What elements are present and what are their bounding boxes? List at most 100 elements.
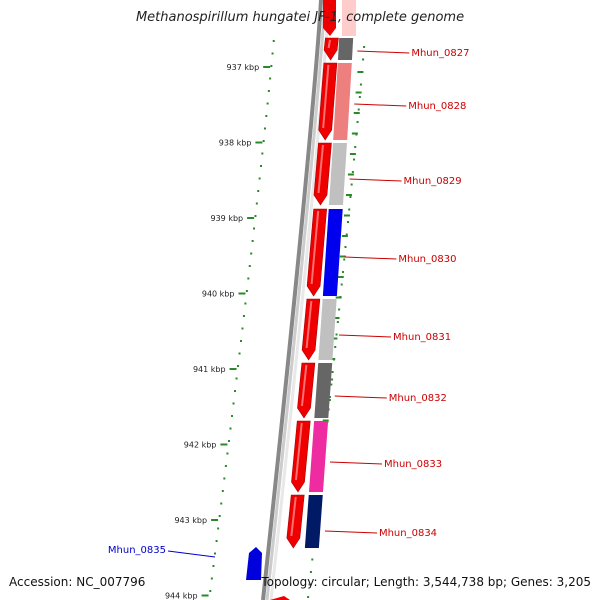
gene-label[interactable]: Mhun_0827: [411, 48, 469, 59]
gene-arrow-highlight: [290, 496, 297, 537]
tick-dot: [244, 302, 247, 305]
tick-dot: [248, 265, 251, 267]
tick-dot: [311, 558, 314, 561]
cog-color-block[interactable]: [333, 63, 352, 140]
tick-dot: [214, 552, 216, 555]
tick-dot: [227, 440, 230, 442]
gene-labels-layer: Mhun_0827 Mhun_0828 Mhun_0829 Mhun_0830 Mhun…: [108, 48, 469, 558]
tick-dot: [261, 152, 264, 155]
tick-dot: [350, 183, 353, 186]
tick-dot: [357, 108, 360, 111]
tick-dot: [270, 65, 273, 67]
cog-color-block[interactable]: [337, 38, 354, 60]
cog-layer: [304, 0, 356, 548]
tick-dot: [237, 365, 240, 367]
tick-dot: [221, 490, 224, 492]
tick-dot: [234, 390, 237, 392]
tick-dot: [346, 221, 349, 223]
tick-dot: [231, 415, 234, 417]
tick-dot: [353, 158, 356, 161]
tick-dot: [220, 502, 223, 505]
gene-label[interactable]: Mhun_0830: [398, 254, 456, 265]
tick-dot: [307, 596, 310, 598]
tick-dot: [258, 177, 261, 180]
tick-dot: [340, 283, 343, 286]
tick-dot: [250, 252, 253, 255]
gene-label-connector: [357, 50, 410, 54]
gene-label[interactable]: Mhun_0834: [379, 528, 437, 539]
tick-dot: [218, 515, 221, 517]
tick-dot: [348, 208, 351, 211]
tick-dot: [209, 590, 212, 592]
kbp-tick-label: 944 kbp: [165, 592, 198, 600]
gene-arrow-highlight: [322, 64, 330, 129]
gene-label[interactable]: Mhun_0833: [384, 459, 442, 470]
gene-label[interactable]: Mhun_0828: [408, 101, 466, 112]
gene-label[interactable]: Mhun_0835: [108, 545, 166, 556]
tick-dot: [338, 308, 341, 311]
kbp-tick-label: 937 kbp: [227, 63, 260, 72]
kbp-tick-label: 941 kbp: [193, 365, 226, 374]
cog-color-block[interactable]: [328, 143, 347, 205]
tick-dot: [334, 346, 337, 348]
tick-dot: [247, 277, 250, 280]
cog-color-block[interactable]: [304, 495, 323, 548]
gene-arrow-highlight: [317, 144, 324, 194]
tick-dot: [251, 240, 254, 242]
tick-dot: [259, 165, 262, 167]
tick-dot: [265, 115, 268, 117]
tick-dot: [241, 327, 244, 330]
tick-dot: [262, 140, 265, 142]
gene-arrow-forward[interactable]: [270, 596, 290, 600]
tick-dot: [358, 96, 361, 98]
gene-label[interactable]: Mhun_0832: [389, 393, 447, 404]
gene-arrow-highlight: [294, 422, 303, 481]
tick-dot: [269, 77, 272, 80]
gene-label[interactable]: Mhun_0829: [404, 176, 462, 187]
gene-arrow-forward[interactable]: [323, 0, 336, 36]
cog-color-block[interactable]: [308, 421, 329, 492]
genes-layer: [246, 0, 339, 600]
tick-dot: [335, 333, 338, 336]
gene-arrow-highlight: [327, 39, 331, 49]
cog-color-block[interactable]: [322, 209, 343, 296]
cog-color-block[interactable]: [318, 299, 337, 360]
tick-dot: [245, 290, 248, 292]
tick-dot: [328, 396, 331, 398]
tick-dot: [226, 452, 229, 455]
tick-dot: [309, 571, 312, 573]
tick-dot: [349, 196, 352, 198]
gene-label-connector: [354, 103, 407, 107]
gene-label[interactable]: Mhun_0831: [393, 332, 451, 343]
kbp-tick-label: 938 kbp: [219, 139, 252, 148]
tick-dot: [354, 146, 357, 148]
kbp-tick-label: 942 kbp: [184, 441, 217, 450]
gene-label-connector: [334, 395, 387, 399]
tick-dot: [267, 90, 270, 92]
gene-arrow-forward[interactable]: [323, 37, 339, 61]
gene-arrow-reverse[interactable]: [246, 547, 262, 580]
tick-dot: [331, 371, 334, 373]
tick-dot: [238, 352, 241, 355]
tick-dot: [224, 465, 227, 467]
gene-label-connector: [324, 530, 377, 534]
tick-dot: [336, 321, 339, 323]
tick-dot: [272, 40, 275, 42]
tick-dot: [217, 527, 220, 530]
tick-dot: [257, 190, 260, 192]
tick-dot: [362, 58, 365, 61]
cog-color-block[interactable]: [314, 363, 333, 418]
tick-dot: [215, 540, 218, 542]
tick-dot: [254, 215, 257, 217]
tick-dot: [356, 121, 359, 123]
gene-label-connector: [339, 334, 392, 338]
tick-dot: [253, 227, 256, 230]
tick-dot: [345, 233, 348, 236]
gene-label-connector: [344, 256, 397, 260]
kbp-tick-label: 940 kbp: [202, 290, 235, 299]
kbp-tick-label: 939 kbp: [211, 214, 244, 223]
tick-dot: [344, 246, 347, 248]
tick-dot: [212, 565, 215, 567]
